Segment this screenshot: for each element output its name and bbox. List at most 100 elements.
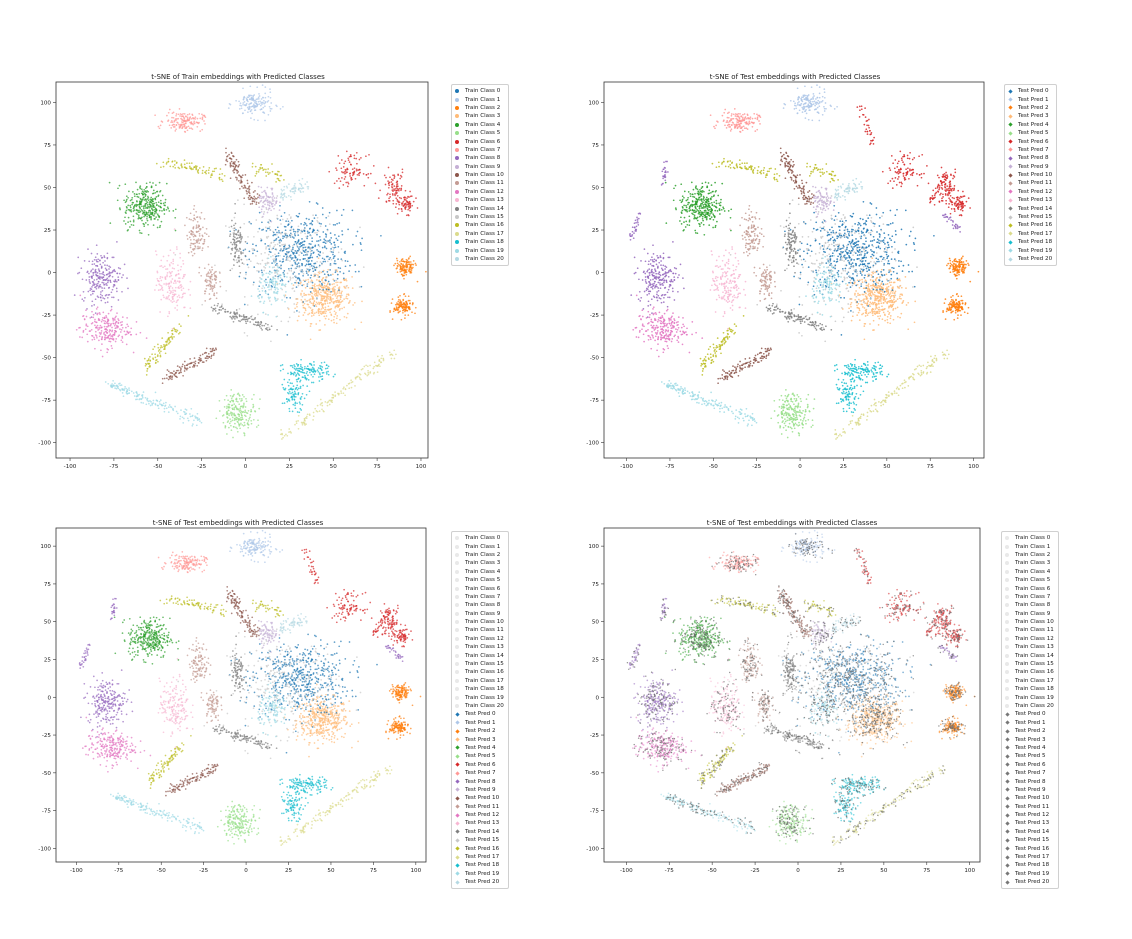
scatter-point bbox=[399, 174, 402, 177]
scatter-point bbox=[106, 351, 109, 354]
scatter-point bbox=[276, 264, 279, 267]
scatter-point bbox=[241, 185, 243, 188]
scatter-point bbox=[106, 284, 108, 286]
scatter-point bbox=[127, 325, 130, 328]
scatter-point bbox=[174, 208, 177, 211]
scatter-point bbox=[254, 197, 257, 200]
scatter-point bbox=[311, 284, 314, 287]
scatter-point bbox=[317, 253, 320, 256]
scatter-point bbox=[167, 378, 170, 381]
scatter-point bbox=[194, 415, 196, 418]
scatter-point bbox=[264, 313, 267, 315]
scatter-point bbox=[326, 302, 329, 305]
scatter-point bbox=[112, 285, 115, 288]
scatter-point bbox=[161, 210, 163, 212]
scatter-point bbox=[314, 274, 316, 277]
scatter-point bbox=[343, 306, 346, 309]
scatter-point bbox=[180, 265, 183, 268]
scatter-point bbox=[288, 410, 291, 413]
scatter-point bbox=[283, 189, 285, 191]
scatter-point bbox=[887, 310, 889, 313]
scatter-point bbox=[103, 333, 105, 335]
scatter-point bbox=[225, 151, 227, 154]
scatter-point bbox=[167, 119, 170, 122]
scatter-point bbox=[278, 239, 281, 242]
scatter-point bbox=[187, 363, 189, 365]
scatter-point bbox=[264, 92, 267, 95]
scatter-point bbox=[416, 280, 419, 283]
scatter-point bbox=[162, 266, 164, 269]
scatter-point bbox=[211, 278, 214, 281]
scatter-point bbox=[332, 223, 335, 226]
scatter-point bbox=[97, 276, 100, 279]
scatter-point bbox=[135, 203, 137, 206]
scatter-point bbox=[180, 325, 182, 327]
scatter-point bbox=[291, 219, 293, 222]
scatter-point bbox=[207, 169, 210, 172]
scatter-point bbox=[272, 283, 275, 286]
scatter-point bbox=[299, 367, 302, 370]
scatter-point bbox=[408, 306, 411, 309]
scatter-point bbox=[400, 318, 403, 321]
scatter-point bbox=[396, 194, 399, 197]
scatter-point bbox=[106, 331, 109, 334]
scatter-point bbox=[341, 171, 343, 173]
scatter-point bbox=[210, 357, 212, 360]
scatter-point bbox=[201, 247, 204, 249]
scatter-point bbox=[404, 271, 407, 274]
scatter-point bbox=[391, 189, 394, 191]
scatter-point bbox=[156, 226, 159, 229]
scatter-point bbox=[261, 295, 263, 298]
scatter-point bbox=[229, 418, 231, 420]
scatter-point bbox=[275, 248, 278, 251]
scatter-point bbox=[340, 294, 343, 297]
scatter-point bbox=[236, 408, 239, 411]
scatter-point bbox=[229, 269, 232, 272]
scatter-point bbox=[174, 160, 176, 162]
scatter-point bbox=[300, 294, 302, 296]
scatter-point bbox=[403, 204, 406, 206]
scatter-point bbox=[246, 334, 249, 337]
scatter-point bbox=[89, 317, 92, 319]
scatter-point bbox=[175, 331, 178, 333]
scatter-point bbox=[298, 228, 301, 231]
scatter-point bbox=[81, 336, 84, 339]
plot-area-1: -100 -75 -50 -25 0 25 50 75 100-100-75-50-250255… bbox=[586, 81, 985, 470]
scatter-point bbox=[294, 240, 297, 243]
scatter-point bbox=[301, 284, 304, 287]
scatter-point bbox=[115, 338, 118, 340]
scatter-point bbox=[112, 319, 115, 322]
scatter-point bbox=[231, 219, 233, 222]
scatter-point bbox=[257, 295, 259, 298]
scatter-point bbox=[361, 367, 364, 370]
scatter-point bbox=[311, 256, 314, 259]
scatter-point bbox=[322, 310, 325, 313]
scatter-point bbox=[209, 347, 212, 350]
scatter-point bbox=[299, 397, 302, 399]
scatter-point bbox=[266, 186, 269, 189]
scatter-point bbox=[301, 369, 304, 372]
scatter-point bbox=[169, 264, 171, 267]
scatter-point bbox=[297, 387, 300, 390]
scatter-point bbox=[193, 357, 196, 359]
scatter-point bbox=[342, 392, 345, 395]
scatter-point bbox=[197, 238, 200, 240]
scatter-point bbox=[287, 392, 290, 395]
scatter-point bbox=[138, 229, 141, 232]
scatter-point bbox=[286, 272, 289, 275]
scatter-point bbox=[284, 234, 287, 237]
scatter-point bbox=[343, 285, 346, 288]
scatter-point bbox=[305, 377, 308, 380]
scatter-point bbox=[336, 239, 339, 242]
scatter-point bbox=[294, 182, 296, 185]
scatter-point bbox=[309, 293, 311, 296]
scatter-point bbox=[139, 207, 142, 210]
scatter-point bbox=[332, 375, 335, 378]
scatter-point bbox=[128, 387, 130, 389]
scatter-point bbox=[349, 175, 351, 177]
scatter-point bbox=[99, 324, 102, 327]
scatter-point bbox=[241, 423, 244, 426]
scatter-point bbox=[329, 239, 331, 241]
scatter-point bbox=[232, 161, 235, 164]
scatter-point bbox=[176, 295, 179, 298]
